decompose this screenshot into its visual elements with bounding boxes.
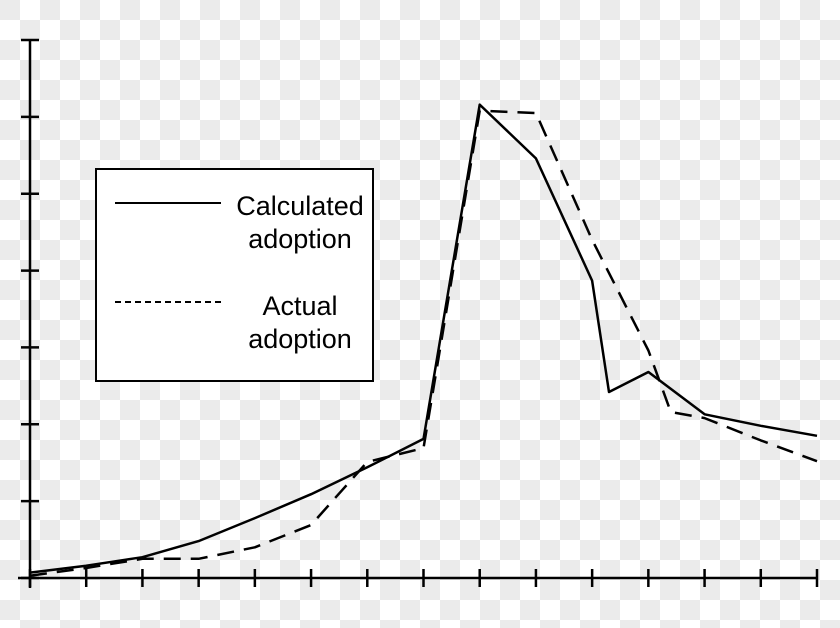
series-lines [29, 103, 818, 577]
solid-line-swatch-icon [115, 202, 221, 204]
calculated-adoption-line [29, 103, 818, 574]
dashed-line-swatch-icon [115, 301, 221, 303]
actual-adoption-line [29, 109, 818, 577]
axes [18, 38, 819, 588]
legend: Calculated adoption Actual adoption [95, 168, 374, 382]
legend-label-actual: Actual adoption [248, 291, 352, 354]
legend-label-calculated: Calculated adoption [236, 191, 364, 254]
